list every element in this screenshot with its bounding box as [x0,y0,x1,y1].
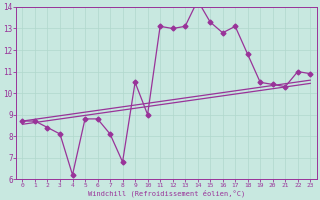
X-axis label: Windchill (Refroidissement éolien,°C): Windchill (Refroidissement éolien,°C) [88,189,245,197]
